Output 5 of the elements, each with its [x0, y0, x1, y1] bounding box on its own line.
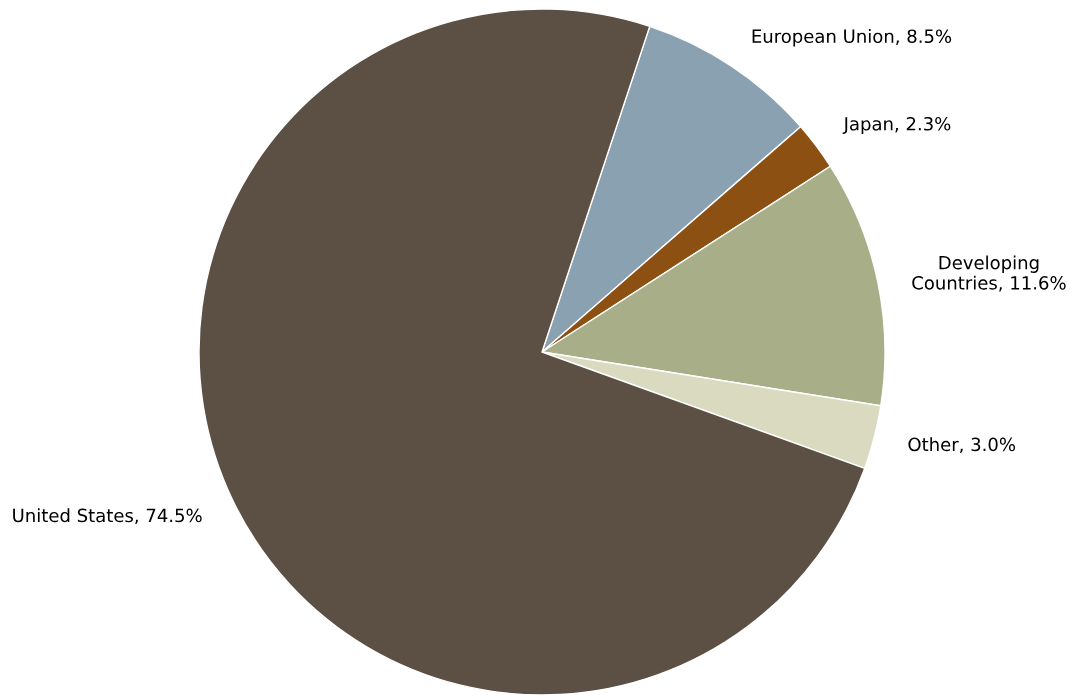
slice-label: Developing Countries, 11.6%: [912, 255, 1066, 292]
slice-label: Other, 3.0%: [908, 437, 1016, 454]
slice-label: Japan, 2.3%: [842, 116, 951, 135]
slice-label: European Union, 8.5%: [752, 29, 952, 47]
slice-label: United States, 74.5%: [13, 508, 202, 525]
